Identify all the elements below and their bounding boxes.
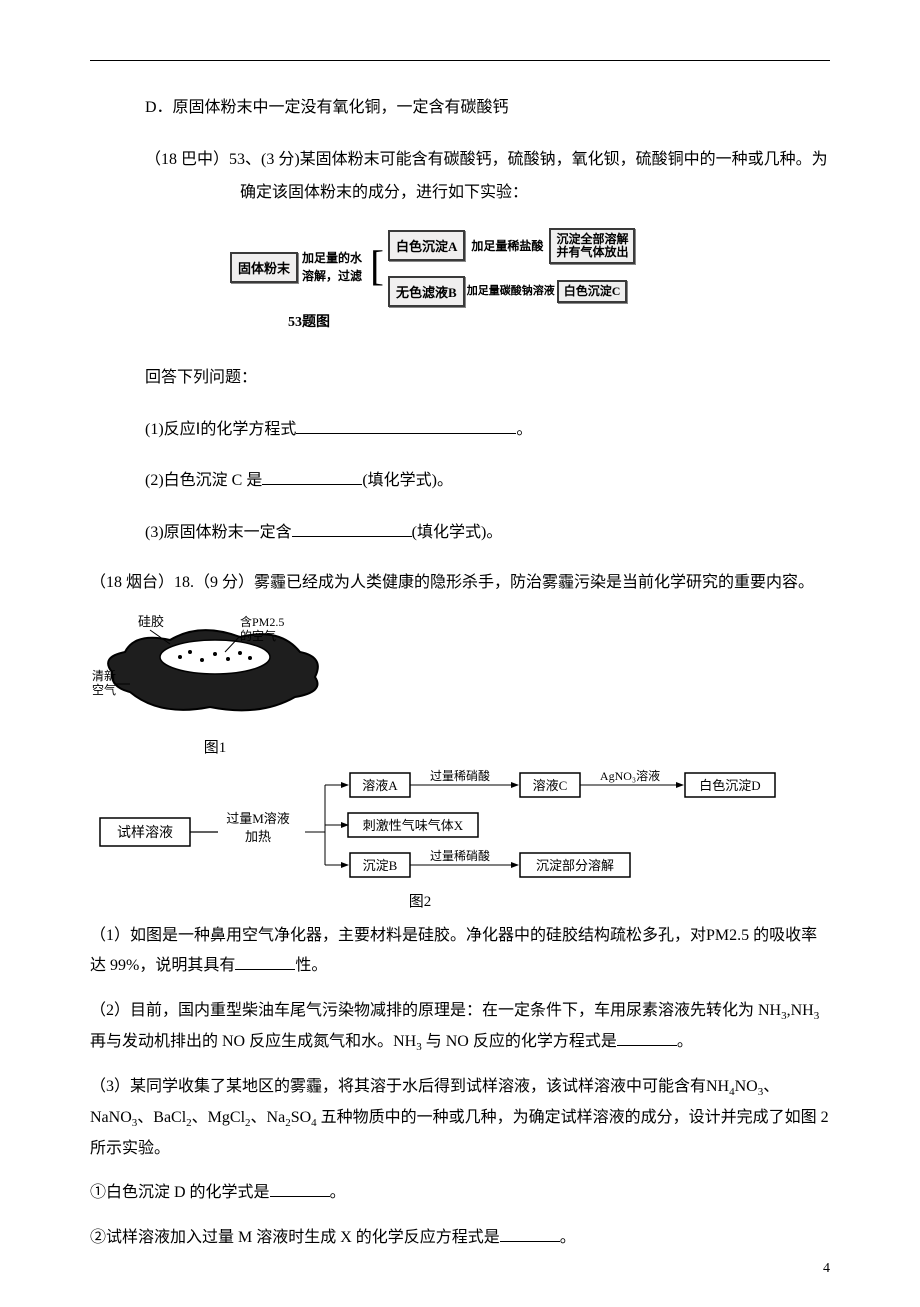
lbl-guijiao: 硅胶 bbox=[138, 614, 164, 629]
q53-box-start: 固体粉末 bbox=[230, 252, 298, 283]
blank bbox=[500, 1225, 560, 1242]
q18-sub3-d: 、BaCl bbox=[137, 1109, 186, 1126]
mask-svg: 硅胶 含PM2.5 的空气 清新 空气 bbox=[90, 612, 340, 732]
q53-bracket: [ bbox=[366, 253, 388, 282]
svg-text:沉淀部分溶解: 沉淀部分溶解 bbox=[536, 858, 614, 873]
top-rule bbox=[90, 60, 830, 61]
q53-figure: 固体粉末 加足量的水 溶解，过滤 [ 白色沉淀A 加足量稀盐酸 沉淀全部溶解 并… bbox=[230, 228, 690, 331]
page: D．原固体粉末中一定没有氧化铜，一定含有碳酸钙 （18 巴中）53、(3 分)某… bbox=[0, 0, 920, 1307]
q53-arr1-l2: 溶解，过滤 bbox=[298, 267, 366, 285]
q53-end-a-l2: 并有气体放出 bbox=[556, 245, 628, 259]
blank bbox=[617, 1029, 677, 1046]
q53-sub2-b: (填化学式)。 bbox=[362, 472, 453, 489]
q53-prompt: 回答下列问题： bbox=[145, 361, 820, 395]
q18-sub3-f: 、Na bbox=[251, 1109, 286, 1126]
q18-sub3-e: 、MgCl bbox=[192, 1109, 245, 1126]
q53-sub1-text: (1)反应Ⅰ的化学方程式 bbox=[145, 421, 296, 438]
svg-text:溶液A: 溶液A bbox=[362, 778, 398, 793]
q18-sub2-d: 与 NO 反应的化学方程式是 bbox=[422, 1033, 617, 1050]
fig2-svg: 试样溶液 过量M溶液 加热 溶液A 刺激性气味气体X 沉淀B 过量稀硝酸 过量稀… bbox=[90, 763, 790, 888]
q18-sub3-2-b: 。 bbox=[560, 1229, 576, 1246]
page-number: 4 bbox=[823, 1261, 830, 1277]
q18-sub2-c: 再与发动机排出的 NO 反应生成氮气和水。NH bbox=[90, 1033, 416, 1050]
q53-arrB: 加足量碳酸钠溶液 bbox=[465, 285, 557, 298]
q53-sub3-a: (3)原固体粉末一定含 bbox=[145, 524, 292, 541]
svg-text:AgNO₃溶液: AgNO₃溶液 bbox=[600, 768, 660, 783]
blank bbox=[235, 953, 295, 970]
q53-sub1-tail: 。 bbox=[516, 421, 532, 438]
svg-text:过量稀硝酸: 过量稀硝酸 bbox=[430, 768, 490, 783]
svg-text:试样溶液: 试样溶液 bbox=[117, 825, 173, 841]
q18-sub3-2-a: ②试样溶液加入过量 M 溶液时生成 X 的化学反应方程式是 bbox=[90, 1229, 500, 1246]
q18-sub3: （3）某同学收集了某地区的雾霾，将其溶于水后得到试样溶液，该试样溶液中可能含有N… bbox=[90, 1072, 830, 1165]
q18-sub3-1-a: ①白色沉淀 D 的化学式是 bbox=[90, 1184, 270, 1201]
fig1-caption: 图1 bbox=[90, 736, 340, 757]
q18-stem: （18 烟台）18.（9 分）雾霾已经成为人类健康的隐形杀手，防治雾霾污染是当前… bbox=[90, 568, 830, 598]
q18-fig2: 试样溶液 过量M溶液 加热 溶液A 刺激性气味气体X 沉淀B 过量稀硝酸 过量稀… bbox=[90, 763, 830, 911]
q18-sub3-1: ①白色沉淀 D 的化学式是 。 bbox=[90, 1178, 830, 1208]
lbl-clean-2: 空气 bbox=[92, 682, 116, 697]
svg-text:白色沉淀D: 白色沉淀D bbox=[699, 778, 760, 793]
q53-fig-caption: 53题图 bbox=[230, 311, 690, 331]
q18-sub2-b: ,NH bbox=[787, 1002, 814, 1019]
q53-arr1-l1: 加足量的水 bbox=[298, 249, 366, 267]
q18-fig1: 硅胶 含PM2.5 的空气 清新 空气 图1 bbox=[90, 612, 340, 757]
q53-sub3: (3)原固体粉末一定含 (填化学式)。 bbox=[145, 516, 820, 550]
q53-end-a-l1: 沉淀全部溶解 bbox=[556, 232, 628, 246]
blank bbox=[296, 417, 516, 434]
fig2-caption: 图2 bbox=[90, 890, 750, 911]
q18-sub3-1-b: 。 bbox=[330, 1184, 346, 1201]
q18-sub2-e: 。 bbox=[677, 1033, 693, 1050]
svg-text:过量稀硝酸: 过量稀硝酸 bbox=[430, 848, 490, 863]
q18-sub3-2: ②试样溶液加入过量 M 溶液时生成 X 的化学反应方程式是 。 bbox=[90, 1223, 830, 1253]
q18-sub2-a: （2）目前，国内重型柴油车尾气污染物减排的原理是：在一定条件下，车用尿素溶液先转… bbox=[90, 1002, 781, 1019]
q18-sub3-a: （3）某同学收集了某地区的雾霾，将其溶于水后得到试样溶液，该试样溶液中可能含有N… bbox=[90, 1078, 729, 1095]
lbl-pm-2: 的空气 bbox=[240, 628, 276, 643]
option-d-block: D．原固体粉末中一定没有氧化铜，一定含有碳酸钙 bbox=[145, 91, 820, 125]
q53-sub2-a: (2)白色沉淀 C 是 bbox=[145, 472, 262, 489]
q53-stem: （18 巴中）53、(3 分)某固体粉末可能含有碳酸钙，硫酸钠，氧化钡，硫酸铜中… bbox=[145, 143, 830, 210]
blank bbox=[292, 520, 412, 537]
svg-text:刺激性气味气体X: 刺激性气味气体X bbox=[363, 818, 464, 833]
q53-arrA: 加足量稀盐酸 bbox=[465, 239, 549, 253]
lbl-clean-1: 清新 bbox=[92, 668, 116, 683]
blank bbox=[270, 1180, 330, 1197]
q18-sub2: （2）目前，国内重型柴油车尾气污染物减排的原理是：在一定条件下，车用尿素溶液先转… bbox=[90, 996, 830, 1058]
svg-text:沉淀B: 沉淀B bbox=[363, 858, 398, 873]
q53-end-b: 白色沉淀C bbox=[557, 280, 628, 303]
q18-sub1: （1）如图是一种鼻用空气净化器，主要材料是硅胶。净化器中的硅胶结构疏松多孔，对P… bbox=[90, 921, 830, 982]
q53-box-a: 白色沉淀A bbox=[388, 230, 465, 261]
svg-text:溶液C: 溶液C bbox=[533, 778, 568, 793]
lbl-pm-1: 含PM2.5 bbox=[240, 614, 284, 629]
q18-sub3-b: NO bbox=[735, 1078, 758, 1095]
q53-end-a: 沉淀全部溶解 并有气体放出 bbox=[549, 228, 635, 264]
q53-sub3-b: (填化学式)。 bbox=[412, 524, 503, 541]
svg-text:过量M溶液: 过量M溶液 bbox=[226, 811, 290, 826]
q53-sub2: (2)白色沉淀 C 是 (填化学式)。 bbox=[145, 464, 820, 498]
q18-sub3-g: SO bbox=[291, 1109, 311, 1126]
q53-box-b: 无色滤液B bbox=[388, 276, 465, 307]
blank bbox=[262, 468, 362, 485]
option-d: D．原固体粉末中一定没有氧化铜，一定含有碳酸钙 bbox=[145, 91, 820, 125]
q18-sub1-a: （1）如图是一种鼻用空气净化器，主要材料是硅胶。净化器中的硅胶结构疏松多孔，对P… bbox=[90, 927, 817, 974]
q53-sub1: (1)反应Ⅰ的化学方程式 。 bbox=[145, 413, 820, 447]
q18-sub1-b: 性。 bbox=[295, 957, 327, 974]
svg-text:加热: 加热 bbox=[245, 829, 271, 844]
